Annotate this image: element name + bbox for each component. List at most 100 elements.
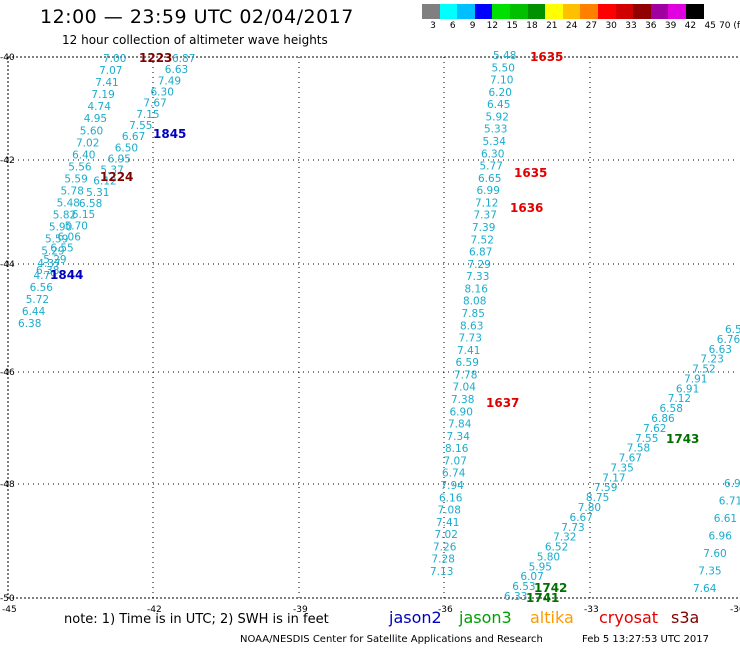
scale-label: 12 bbox=[486, 21, 499, 31]
scale-label: 33 bbox=[625, 21, 637, 31]
wave-height-value: 7.39 bbox=[472, 222, 495, 234]
scale-label: 30 bbox=[605, 21, 617, 31]
scale-swatch bbox=[562, 4, 581, 19]
wave-height-value: 7.80 bbox=[578, 502, 601, 514]
wave-height-value: 7.12 bbox=[668, 393, 691, 405]
wave-height-value: 7.73 bbox=[459, 333, 482, 345]
x-tick-label: -39 bbox=[293, 605, 308, 615]
wave-height-value: 6.06 bbox=[58, 232, 82, 244]
wave-height-value: 7.67 bbox=[143, 98, 166, 110]
wave-height-value: 7.34 bbox=[447, 431, 471, 443]
wave-height-value: 4.79 bbox=[34, 270, 57, 282]
wave-height-value: 4.74 bbox=[88, 101, 112, 113]
wave-height-value: 6.71 bbox=[719, 496, 740, 508]
wave-height-value: 5.59 bbox=[64, 174, 87, 186]
scale-label: 45 bbox=[704, 21, 716, 31]
wave-height-value: 7.52 bbox=[692, 364, 715, 376]
wave-height-value: 6.30 bbox=[151, 87, 174, 99]
wave-height-value: 5.37 bbox=[100, 165, 123, 177]
wave-height-value: 5.60 bbox=[80, 125, 103, 137]
scale-label: 39 bbox=[664, 21, 677, 31]
wave-height-value: 7.19 bbox=[91, 89, 114, 101]
wave-height-value: 5.33 bbox=[484, 124, 507, 136]
wave-height-value: 6.15 bbox=[72, 209, 95, 221]
scale-label: 42 bbox=[684, 21, 697, 31]
pass-time-label: 1635 bbox=[514, 166, 547, 180]
scale-label: 6 bbox=[449, 21, 456, 31]
scale-label: 24 bbox=[565, 21, 578, 31]
scale-swatch bbox=[509, 4, 528, 19]
pass-time-label: 1741 bbox=[526, 591, 559, 605]
wave-height-value: 7.07 bbox=[444, 455, 467, 467]
map-title: 12:00 — 23:59 UTC 02/04/2017 bbox=[40, 6, 354, 28]
scale-swatch bbox=[668, 4, 686, 19]
scale-swatch bbox=[580, 4, 598, 19]
wave-height-value: 6.16 bbox=[439, 492, 463, 504]
wave-height-value: 6.56 bbox=[30, 282, 54, 294]
x-tick-label: -33 bbox=[584, 605, 599, 615]
wave-height-value: 7.29 bbox=[468, 259, 491, 271]
wave-height-value: 5.80 bbox=[537, 551, 560, 563]
y-tick-label: -42 bbox=[0, 156, 15, 166]
wave-height-value: 8.63 bbox=[460, 320, 483, 332]
wave-height-value: 5.31 bbox=[86, 187, 109, 199]
scale-label: 3 bbox=[430, 21, 436, 31]
wave-height-value: 5.92 bbox=[486, 111, 509, 123]
legend-jason2: jason2 bbox=[389, 608, 442, 627]
wave-height-value: 7.55 bbox=[635, 433, 658, 445]
scale-swatch bbox=[650, 4, 669, 19]
wave-height-value: 7.32 bbox=[553, 532, 576, 544]
wave-height-value: 6.50 bbox=[115, 142, 138, 154]
scale-swatch bbox=[422, 4, 440, 19]
wave-height-value: 6.58 bbox=[79, 198, 102, 210]
pass-time-label: 1635 bbox=[530, 50, 563, 64]
y-tick-label: -50 bbox=[0, 594, 15, 604]
scale-label: 15 bbox=[506, 21, 518, 31]
wave-height-value: 6.52 bbox=[545, 542, 568, 554]
wave-height-value: 5.59 bbox=[45, 234, 68, 246]
wave-height-value: 4.95 bbox=[84, 113, 107, 125]
wave-height-value: 5.90 bbox=[49, 222, 72, 234]
scale-swatch bbox=[457, 4, 475, 19]
wave-height-value: 7.08 bbox=[438, 505, 461, 517]
wave-height-value: 7.94 bbox=[441, 480, 465, 492]
x-tick-label: -36 bbox=[438, 605, 453, 615]
wave-height-value: 7.91 bbox=[684, 373, 707, 385]
wave-height-value: 7.33 bbox=[466, 271, 489, 283]
wave-height-value: 7.58 bbox=[627, 443, 650, 455]
wave-height-value: 7.78 bbox=[454, 369, 477, 381]
wave-height-value: 8.16 bbox=[445, 443, 469, 455]
scale-swatch bbox=[527, 4, 546, 19]
wave-height-value: 5.34 bbox=[483, 136, 507, 148]
scale-label: 18 bbox=[526, 21, 538, 31]
wave-height-value: 6.58 bbox=[660, 403, 683, 415]
scale-swatch bbox=[633, 4, 651, 19]
wave-height-value: 5.78 bbox=[61, 186, 84, 198]
y-tick-label: -44 bbox=[0, 260, 15, 270]
wave-height-value: 7.85 bbox=[462, 308, 485, 320]
wave-height-value: 7.02 bbox=[76, 137, 99, 149]
x-tick-label: -42 bbox=[147, 605, 162, 615]
wave-height-value: 7.55 bbox=[129, 120, 152, 132]
legend-jason3: jason3 bbox=[459, 608, 512, 627]
color-scale bbox=[422, 4, 704, 19]
wave-height-value: 6.59 bbox=[456, 357, 479, 369]
scale-swatch bbox=[545, 4, 563, 19]
wave-height-value: 6.38 bbox=[36, 265, 59, 277]
wave-height-value: 6.90 bbox=[450, 406, 473, 418]
footer-timestamp: Feb 5 13:27:53 UTC 2017 bbox=[582, 634, 709, 645]
wave-height-value: 7.28 bbox=[432, 554, 455, 566]
wave-height-value: 5.95 bbox=[529, 561, 552, 573]
wave-height-value: 6.5 bbox=[725, 324, 740, 336]
wave-height-value: 7.26 bbox=[433, 541, 457, 553]
wave-height-value: 5.29 bbox=[41, 246, 64, 258]
scale-label: 70 (ft) bbox=[719, 21, 740, 31]
wave-height-value: 5.48 bbox=[493, 50, 516, 62]
wave-height-value: 6.44 bbox=[22, 306, 46, 318]
wave-height-value: 7.41 bbox=[95, 77, 118, 89]
scale-label: 9 bbox=[469, 21, 476, 31]
wave-height-value: 7.37 bbox=[474, 210, 497, 222]
wave-height-value: 6.12 bbox=[93, 176, 116, 188]
wave-height-value: 6.96 bbox=[709, 531, 733, 543]
